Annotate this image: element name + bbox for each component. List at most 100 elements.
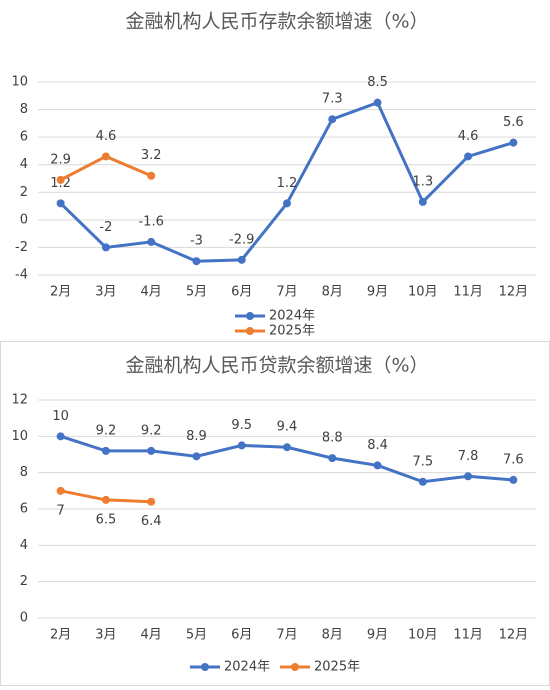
x-tick-label: 6月 bbox=[231, 285, 252, 300]
legend-label: 2024年 bbox=[224, 660, 270, 675]
data-label: -1.6 bbox=[138, 214, 163, 229]
point bbox=[237, 255, 246, 264]
data-label: 8.8 bbox=[322, 431, 343, 446]
y-tick-label: -2 bbox=[15, 240, 28, 255]
x-tick-label: 4月 bbox=[141, 628, 162, 643]
y-tick-label: 0 bbox=[20, 212, 28, 227]
y-tick-label: 8 bbox=[20, 102, 28, 117]
data-label: 8.4 bbox=[367, 438, 388, 453]
data-label: 8.9 bbox=[186, 429, 207, 444]
series-line bbox=[60, 434, 514, 484]
x-tick-label: 10月 bbox=[408, 628, 438, 643]
data-label: 7.6 bbox=[503, 452, 524, 467]
data-label: 9.5 bbox=[231, 418, 252, 433]
data-label: 6.4 bbox=[141, 514, 162, 529]
data-label: 7.8 bbox=[458, 449, 479, 464]
x-tick-label: 2月 bbox=[50, 628, 71, 643]
y-tick-label: 0 bbox=[20, 611, 28, 626]
x-tick-label: 11月 bbox=[453, 285, 483, 300]
data-label: 9.2 bbox=[96, 423, 117, 438]
x-tick-label: 3月 bbox=[95, 628, 116, 643]
legend-marker bbox=[246, 327, 254, 335]
x-tick-label: 7月 bbox=[276, 628, 297, 643]
data-label: -2 bbox=[99, 220, 112, 235]
y-tick-label: -4 bbox=[15, 268, 28, 283]
chart-title: 金融机构人民币贷款余额增速（%） bbox=[125, 355, 428, 377]
point bbox=[101, 243, 110, 252]
x-tick-label: 8月 bbox=[322, 285, 343, 300]
point bbox=[283, 199, 291, 208]
y-tick-label: 12 bbox=[11, 393, 28, 408]
legend-label: 2025年 bbox=[314, 660, 360, 675]
data-label: 8.5 bbox=[367, 75, 388, 90]
x-tick-label: 7月 bbox=[276, 285, 297, 300]
data-label: 4.6 bbox=[96, 129, 117, 144]
point bbox=[192, 452, 201, 461]
point bbox=[56, 486, 65, 495]
data-label: 2.9 bbox=[50, 152, 71, 167]
point bbox=[464, 472, 473, 481]
legend-label: 2024年 bbox=[269, 309, 315, 324]
point bbox=[509, 138, 518, 147]
y-tick-label: 2 bbox=[20, 185, 28, 200]
data-label: 1.3 bbox=[412, 174, 433, 189]
data-label: -2.9 bbox=[229, 232, 254, 247]
data-label: 9.4 bbox=[277, 420, 298, 435]
data-label: 5.6 bbox=[503, 115, 524, 130]
y-tick-label: 10 bbox=[11, 75, 28, 90]
data-label: 1.2 bbox=[277, 176, 298, 191]
point bbox=[56, 432, 65, 441]
legend-marker bbox=[246, 312, 254, 320]
y-tick-label: 8 bbox=[20, 465, 28, 480]
point bbox=[328, 454, 337, 463]
x-tick-label: 6月 bbox=[231, 628, 252, 643]
point bbox=[373, 98, 382, 107]
chart-title: 金融机构人民币存款余额增速（%） bbox=[125, 11, 428, 33]
data-label: 3.2 bbox=[141, 148, 162, 163]
y-tick-label: 4 bbox=[20, 538, 28, 553]
x-tick-label: 12月 bbox=[499, 628, 529, 643]
data-label: 4.6 bbox=[458, 129, 479, 144]
x-tick-label: 5月 bbox=[186, 628, 207, 643]
point bbox=[101, 495, 110, 504]
y-tick-label: 2 bbox=[20, 574, 28, 589]
point bbox=[509, 475, 518, 484]
point bbox=[373, 461, 382, 470]
point bbox=[328, 115, 337, 124]
data-label: 6.5 bbox=[96, 512, 117, 527]
point bbox=[418, 477, 427, 486]
x-tick-label: 10月 bbox=[408, 285, 438, 300]
x-tick-label: 8月 bbox=[322, 628, 343, 643]
x-tick-label: 5月 bbox=[186, 285, 207, 300]
point bbox=[101, 446, 110, 455]
point bbox=[237, 441, 246, 450]
x-tick-label: 9月 bbox=[367, 628, 388, 643]
legend-label: 2025年 bbox=[269, 324, 315, 339]
y-tick-label: 6 bbox=[20, 130, 28, 145]
y-tick-label: 10 bbox=[11, 429, 28, 444]
point bbox=[147, 237, 156, 246]
point bbox=[147, 497, 156, 506]
data-label: 7.5 bbox=[412, 454, 433, 469]
data-label: 7.3 bbox=[322, 92, 343, 107]
x-tick-label: 3月 bbox=[95, 285, 116, 300]
data-label: 10 bbox=[52, 409, 69, 424]
point bbox=[101, 152, 110, 161]
point bbox=[56, 175, 65, 184]
point bbox=[147, 171, 156, 180]
legend-marker bbox=[291, 663, 299, 671]
x-tick-label: 11月 bbox=[453, 628, 483, 643]
x-tick-label: 9月 bbox=[367, 285, 388, 300]
x-tick-label: 12月 bbox=[499, 285, 529, 300]
point bbox=[464, 152, 473, 161]
x-tick-label: 4月 bbox=[141, 285, 162, 300]
point bbox=[192, 257, 201, 266]
point bbox=[147, 446, 156, 455]
point bbox=[56, 199, 65, 208]
point bbox=[283, 443, 291, 452]
data-label: -3 bbox=[190, 234, 203, 249]
data-label: 9.2 bbox=[141, 423, 162, 438]
y-tick-label: 4 bbox=[20, 157, 28, 172]
